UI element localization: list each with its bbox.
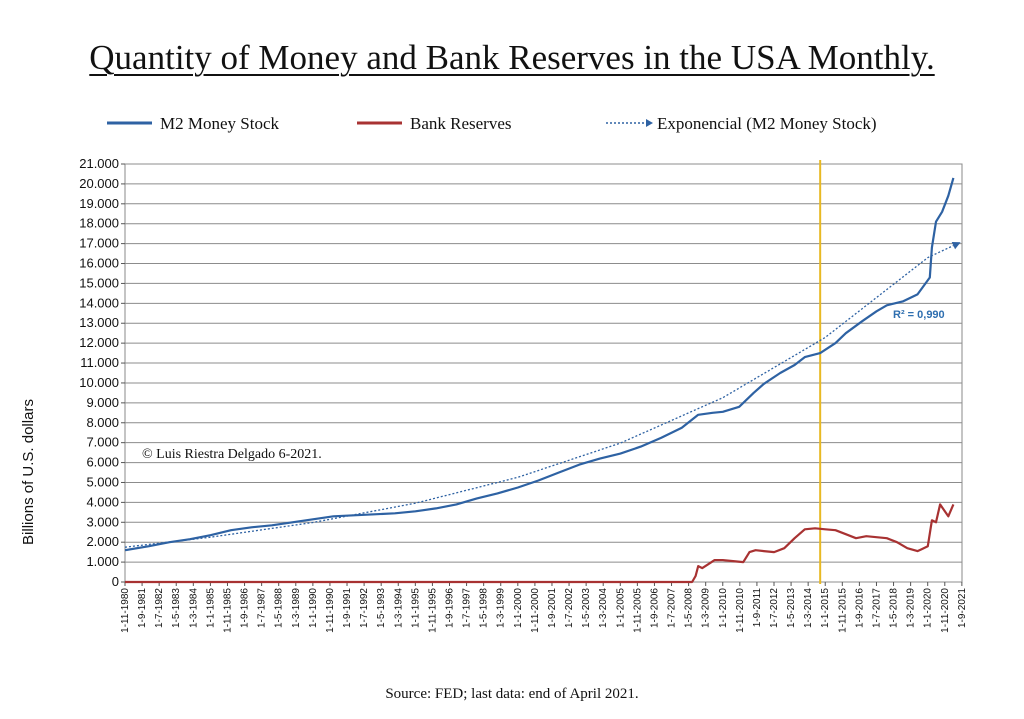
copyright-note: © Luis Riestra Delgado 6-2021. [142,447,322,462]
legend-label-m2: M2 Money Stock [160,114,280,133]
x-tick-label: 1-7-2007 [667,588,678,628]
y-tick-label: 20.000 [79,176,119,191]
x-tick-label: 1-9-1996 [444,588,455,628]
x-tick-label: 1-5-1993 [376,588,387,628]
x-tick-label: 1-7-1982 [154,588,165,628]
y-tick-label: 0 [112,574,119,589]
y-tick-label: 9.000 [86,395,119,410]
x-tick-label: 1-5-1998 [479,588,490,628]
x-tick-label: 1-1-1990 [308,588,319,628]
legend-label-reserves: Bank Reserves [410,114,512,133]
x-tick-label: 1-11-2020 [940,588,951,633]
series-bank-reserves-line [125,503,955,584]
x-tick-label: 1-3-1989 [291,588,302,628]
x-tick-label: 1-7-1992 [359,588,370,628]
legend: M2 Money Stock Bank Reserves Exponencial… [107,114,877,133]
x-tick-label: 1-11-2010 [735,588,746,633]
x-tick-label: 1-9-2021 [957,588,968,628]
x-tick-label: 1-3-1984 [188,588,199,628]
y-tick-label: 7.000 [86,435,119,450]
y-tick-label: 6.000 [86,455,119,470]
x-tick-label: 1-9-1981 [137,588,148,628]
y-axis-label: Billions of U.S. dollars [20,399,37,545]
r-squared-annotation: R² = 0,990 [893,309,945,321]
y-tick-label: 11.000 [80,355,119,370]
x-tick-label: 1-1-2020 [923,588,934,628]
x-tick-label: 1-1-2015 [820,588,831,628]
x-tick-label: 1-11-2005 [632,588,643,633]
grid [124,160,963,584]
x-tick-label: 1-9-2011 [752,588,763,628]
y-tick-label: 18.000 [79,216,119,231]
y-tick-label: 17.000 [79,236,119,251]
x-tick-label: 1-7-1987 [257,588,268,628]
x-tick-label: 1-11-2000 [530,588,541,633]
x-tick-label: 1-3-1999 [496,588,507,628]
x-tick-label: 1-1-2005 [615,588,626,628]
x-tick-label: 1-9-2016 [854,588,865,628]
y-axis-ticks: 0 1.000 2.000 3.000 4.000 5.000 6.000 7.000 8.00… [79,156,125,589]
x-tick-label: 1-1-1995 [410,588,421,628]
y-tick-label: 4.000 [86,494,119,509]
x-tick-label: 1-5-2008 [684,588,695,628]
plot-border [124,163,963,583]
y-tick-label: 1.000 [86,554,119,569]
x-tick-label: 1-11-1990 [325,588,336,633]
series-group [124,177,961,584]
x-tick-label: 1-5-1988 [274,588,285,628]
y-tick-label: 5.000 [86,474,119,489]
y-tick-label: 3.000 [86,514,119,529]
y-tick-label: 13.000 [79,315,119,330]
y-tick-label: 15.000 [79,275,119,290]
x-tick-label: 1-3-2004 [598,588,609,628]
y-tick-label: 2.000 [86,534,119,549]
x-tick-label: 1-9-2006 [649,588,660,628]
y-tick-label: 8.000 [86,415,119,430]
x-tick-label: 1-5-2018 [889,588,900,628]
x-tick-label: 1-3-2009 [701,588,712,628]
series-exponential-trend-line [124,245,954,548]
x-tick-label: 1-7-2002 [564,588,575,628]
y-tick-label: 12.000 [79,335,119,350]
x-tick-label: 1-5-2013 [786,588,797,628]
y-tick-label: 21.000 [79,156,119,171]
x-axis-ticks: 1-11-1980 1-9-1981 1-7-1982 1-5-1983 1-3-198… [120,582,968,633]
x-tick-label: 1-11-1980 [120,588,131,633]
x-tick-label: 1-11-2015 [837,588,848,633]
x-tick-label: 1-7-2017 [871,588,882,628]
x-tick-label: 1-3-1994 [393,588,404,628]
x-tick-label: 1-9-1986 [240,588,251,628]
x-tick-label: 1-7-1997 [462,588,473,628]
x-tick-label: 1-9-2001 [547,588,558,628]
chart-title: Quantity of Money and Bank Reserves in t… [89,38,935,77]
legend-arrow-icon [646,119,653,127]
series-m2-line [124,177,955,552]
x-tick-label: 1-1-1985 [205,588,216,628]
source-note: Source: FED; last data: end of April 202… [385,686,639,702]
legend-label-trend: Exponencial (M2 Money Stock) [657,114,877,133]
x-tick-label: 1-11-1985 [222,588,233,633]
x-tick-label: 1-3-2019 [906,588,917,628]
x-tick-label: 1-3-2014 [803,588,814,628]
y-tick-label: 19.000 [79,196,119,211]
x-tick-label: 1-1-2010 [718,588,729,628]
x-tick-label: 1-11-1995 [427,588,438,633]
y-tick-label: 16.000 [79,256,119,271]
y-tick-label: 14.000 [79,295,119,310]
trend-arrow-icon [951,241,961,250]
x-tick-label: 1-9-1991 [342,588,353,628]
y-tick-label: 10.000 [79,375,119,390]
x-tick-label: 1-5-1983 [171,588,182,628]
x-tick-label: 1-1-2000 [513,588,524,628]
x-tick-label: 1-7-2012 [769,588,780,628]
x-tick-label: 1-5-2003 [581,588,592,628]
